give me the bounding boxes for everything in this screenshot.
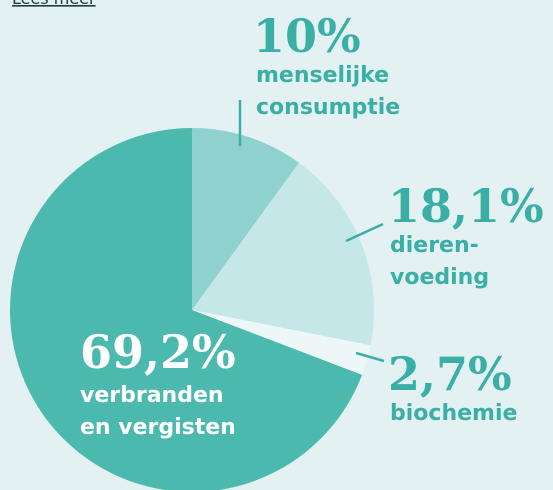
pie-slice: [192, 310, 371, 375]
read-more-link[interactable]: Lees meer: [12, 0, 96, 8]
category-label: biochemie: [390, 401, 517, 426]
pie-slice: [192, 128, 299, 310]
percent-label: 2,7%: [388, 347, 512, 401]
percent-label: 10%: [253, 9, 361, 63]
leader-line: [345, 222, 384, 243]
percent-label: 69,2%: [80, 325, 236, 379]
category-label: verbranden: [80, 383, 224, 408]
pie-slice: [10, 128, 363, 490]
pie-slice: [192, 162, 374, 346]
percent-label: 18,1%: [388, 179, 544, 233]
category-label: en vergisten: [80, 415, 236, 440]
category-label: dieren-: [390, 233, 479, 258]
category-label: voeding: [390, 265, 489, 290]
category-label: consumptie: [256, 95, 400, 120]
leader-line: [355, 351, 385, 363]
category-label: menselijke: [256, 63, 389, 88]
